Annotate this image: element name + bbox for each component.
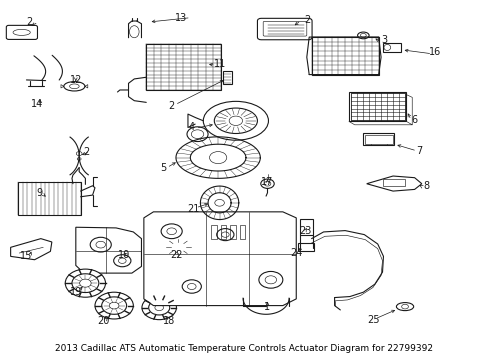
- Text: 20: 20: [97, 316, 109, 326]
- Text: 2013 Cadillac ATS Automatic Temperature Controls Actuator Diagram for 22799392: 2013 Cadillac ATS Automatic Temperature …: [55, 345, 433, 354]
- Ellipse shape: [203, 102, 268, 140]
- Text: 8: 8: [423, 181, 429, 191]
- Text: 14: 14: [31, 99, 43, 109]
- Text: 22: 22: [170, 250, 183, 260]
- Bar: [382, 43, 400, 52]
- Circle shape: [155, 305, 163, 311]
- Text: 6: 6: [411, 115, 417, 125]
- Text: 7: 7: [415, 146, 422, 156]
- Ellipse shape: [186, 127, 208, 141]
- Ellipse shape: [357, 32, 368, 39]
- Text: 5: 5: [160, 163, 166, 173]
- Circle shape: [109, 302, 119, 309]
- Bar: [146, 44, 220, 90]
- Circle shape: [214, 199, 224, 206]
- Polygon shape: [366, 176, 421, 191]
- Text: 2: 2: [27, 17, 33, 27]
- Circle shape: [260, 179, 274, 188]
- Text: 16: 16: [428, 47, 441, 57]
- Text: 9: 9: [36, 188, 42, 198]
- Bar: [299, 219, 312, 235]
- Bar: [220, 225, 226, 239]
- FancyBboxPatch shape: [257, 18, 311, 40]
- Polygon shape: [143, 212, 296, 306]
- Bar: [18, 183, 81, 215]
- Text: 2: 2: [168, 101, 174, 111]
- Text: 19: 19: [70, 287, 82, 297]
- Polygon shape: [76, 227, 141, 273]
- Bar: [210, 225, 216, 239]
- Circle shape: [229, 116, 242, 126]
- Text: 18: 18: [163, 316, 175, 326]
- Polygon shape: [11, 239, 52, 260]
- Bar: [311, 37, 378, 75]
- Text: 4: 4: [188, 122, 194, 132]
- Ellipse shape: [396, 302, 413, 311]
- Bar: [230, 225, 235, 239]
- Text: 17: 17: [261, 177, 273, 187]
- Bar: [383, 179, 404, 186]
- Circle shape: [65, 269, 105, 297]
- Text: 13: 13: [175, 13, 187, 23]
- Text: 2: 2: [304, 15, 310, 25]
- Bar: [348, 92, 406, 121]
- Text: 1: 1: [264, 302, 270, 312]
- Text: 24: 24: [289, 248, 302, 258]
- Text: 3: 3: [381, 35, 386, 45]
- Text: 25: 25: [367, 315, 379, 325]
- Text: 11: 11: [213, 59, 225, 69]
- Circle shape: [142, 296, 176, 320]
- Circle shape: [80, 279, 91, 287]
- Ellipse shape: [64, 82, 85, 91]
- FancyBboxPatch shape: [6, 25, 38, 40]
- Text: 12: 12: [69, 75, 82, 85]
- Text: 23: 23: [299, 226, 311, 236]
- Bar: [298, 243, 314, 251]
- Circle shape: [209, 152, 226, 164]
- Circle shape: [95, 292, 133, 319]
- Circle shape: [175, 245, 181, 249]
- Text: 15: 15: [20, 251, 33, 261]
- Text: 21: 21: [186, 204, 199, 214]
- Bar: [365, 135, 392, 144]
- Circle shape: [164, 238, 191, 257]
- Text: 10: 10: [118, 250, 130, 260]
- Text: 2: 2: [83, 147, 89, 157]
- Bar: [223, 71, 231, 84]
- Bar: [363, 133, 394, 145]
- Bar: [239, 225, 245, 239]
- Bar: [350, 93, 404, 120]
